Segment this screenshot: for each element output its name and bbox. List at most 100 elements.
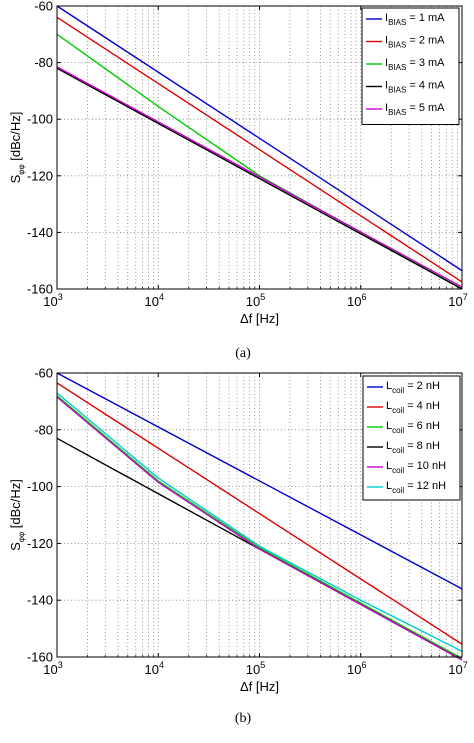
x-tick-exponent: 6 bbox=[361, 660, 366, 670]
legend-subscript: BIAS bbox=[388, 18, 406, 27]
legend-subscript: coil bbox=[392, 426, 404, 435]
x-tick-label: 106 bbox=[347, 660, 366, 677]
legend-rest: = 2 nH bbox=[404, 380, 440, 392]
legend-subscript: coil bbox=[392, 466, 404, 475]
series-line-1 bbox=[56, 5, 463, 272]
legend-rest: = 6 nH bbox=[404, 420, 440, 432]
y-tick-label: -120 bbox=[27, 168, 53, 183]
legend-main: I bbox=[385, 35, 388, 47]
legend-main: I bbox=[385, 102, 388, 114]
legend-subscript: coil bbox=[392, 386, 404, 395]
x-tick-exponent: 5 bbox=[260, 660, 265, 670]
series-line-6 bbox=[56, 392, 463, 652]
x-tick-base: 10 bbox=[145, 294, 159, 309]
legend-rest: = 1 mA bbox=[406, 12, 445, 24]
legend-subscript: coil bbox=[392, 446, 404, 455]
series-line-3 bbox=[56, 33, 463, 290]
legend-entry: IBIAS = 5 mA bbox=[385, 102, 445, 117]
y-label-subscript: φφ bbox=[17, 164, 26, 174]
y-tick-label: -100 bbox=[27, 479, 53, 494]
legend-subscript: BIAS bbox=[388, 108, 406, 117]
x-axis-label: Δf [Hz] bbox=[240, 311, 279, 326]
x-tick-exponent: 6 bbox=[361, 292, 366, 302]
x-tick-label: 106 bbox=[347, 292, 366, 309]
x-tick-base: 10 bbox=[246, 662, 260, 677]
legend-subscript: BIAS bbox=[388, 86, 406, 95]
legend-main: I bbox=[385, 12, 388, 24]
legend-box bbox=[362, 375, 461, 501]
legend-main: L bbox=[386, 480, 392, 492]
x-tick-label: 103 bbox=[43, 292, 62, 309]
legend-subscript: coil bbox=[392, 486, 404, 495]
x-tick-label: 103 bbox=[43, 660, 62, 677]
legend-main: L bbox=[386, 380, 392, 392]
legend-entry: Lcoil = 12 nH bbox=[386, 480, 446, 495]
y-label-subscript: φφ bbox=[17, 532, 26, 542]
x-tick-exponent: 3 bbox=[58, 660, 63, 670]
legend-rest: = 2 mA bbox=[406, 35, 445, 47]
figure-caption: (b) bbox=[235, 711, 252, 726]
x-tick-base: 10 bbox=[347, 294, 361, 309]
legend-entry: Lcoil = 10 nH bbox=[386, 460, 446, 475]
legend-subscript: coil bbox=[392, 406, 404, 415]
x-tick-base: 10 bbox=[347, 662, 361, 677]
x-tick-base: 10 bbox=[448, 662, 462, 677]
x-tick-base: 10 bbox=[246, 294, 260, 309]
legend-subscript: BIAS bbox=[388, 63, 406, 72]
series-line-5 bbox=[56, 396, 463, 661]
legend-entry: IBIAS = 4 mA bbox=[385, 80, 445, 95]
y-axis-label: Sφφ [dBc/Hz] bbox=[8, 479, 26, 551]
y-tick-label: -120 bbox=[27, 536, 53, 551]
x-tick-exponent: 4 bbox=[159, 660, 164, 670]
legend-main: L bbox=[386, 400, 392, 412]
x-tick-base: 10 bbox=[43, 662, 57, 677]
x-tick-exponent: 7 bbox=[463, 660, 468, 670]
legend-box bbox=[361, 7, 460, 125]
series-line-1 bbox=[56, 372, 463, 590]
x-tick-label: 107 bbox=[448, 292, 467, 309]
legend-entry: Lcoil = 2 nH bbox=[386, 380, 440, 395]
series-line-3 bbox=[56, 395, 463, 660]
legend-entry: IBIAS = 2 mA bbox=[385, 35, 445, 50]
legend-rest: = 12 nH bbox=[404, 480, 446, 492]
y-tick-label: -80 bbox=[34, 422, 53, 437]
x-tick-label: 105 bbox=[246, 292, 265, 309]
y-label-main: S bbox=[8, 542, 23, 551]
x-tick-base: 10 bbox=[43, 294, 57, 309]
x-tick-base: 10 bbox=[448, 294, 462, 309]
x-tick-exponent: 4 bbox=[159, 292, 164, 302]
y-label-main: S bbox=[8, 174, 23, 183]
y-tick-label: -140 bbox=[27, 225, 53, 240]
legend-rest: = 3 mA bbox=[406, 57, 445, 69]
x-tick-label: 104 bbox=[145, 660, 164, 677]
legend-main: I bbox=[385, 80, 388, 92]
grid bbox=[57, 373, 462, 657]
x-tick-base: 10 bbox=[145, 662, 159, 677]
legend-entry: IBIAS = 3 mA bbox=[385, 57, 445, 72]
series-line-5 bbox=[56, 66, 463, 288]
y-tick-label: -80 bbox=[34, 55, 53, 70]
y-tick-label: -60 bbox=[34, 0, 53, 14]
legend-main: L bbox=[386, 420, 392, 432]
legend-entry: IBIAS = 1 mA bbox=[385, 12, 445, 27]
y-tick-label: -60 bbox=[34, 366, 53, 381]
y-tick-label: -160 bbox=[27, 650, 53, 665]
legend-rest: = 4 mA bbox=[406, 80, 445, 92]
series-line-2 bbox=[56, 382, 463, 645]
chart-panel-2: 103 104 105 106 107-160-140-120-100-80-60Δf … bbox=[8, 366, 468, 727]
legend-main: L bbox=[386, 460, 392, 472]
x-tick-exponent: 3 bbox=[58, 292, 63, 302]
legend-subscript: BIAS bbox=[388, 41, 406, 50]
y-label-unit: [dBc/Hz] bbox=[8, 479, 23, 532]
legend-main: L bbox=[386, 440, 392, 452]
legend-main: I bbox=[385, 57, 388, 69]
legend-rest: = 5 mA bbox=[406, 102, 445, 114]
x-tick-label: 104 bbox=[145, 292, 164, 309]
x-tick-label: 107 bbox=[448, 660, 467, 677]
legend-rest: = 8 nH bbox=[404, 440, 440, 452]
y-tick-label: -100 bbox=[27, 112, 53, 127]
figure-caption: (a) bbox=[235, 346, 251, 361]
